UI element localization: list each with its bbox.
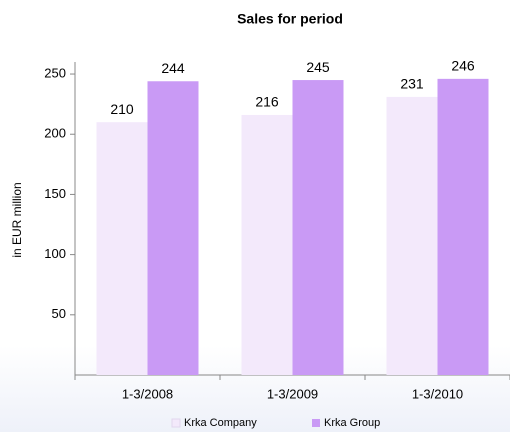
bar [147,81,199,375]
bar [386,96,438,376]
legend-swatch [171,418,181,428]
y-tick-label: 250 [44,65,66,80]
legend-label: Krka Company [184,417,257,429]
value-label: 216 [255,94,279,110]
y-tick-label: 150 [44,186,66,201]
bar [96,122,148,375]
x-tick-label: 1-3/2010 [412,386,463,401]
value-label: 246 [451,58,475,74]
value-label: 210 [110,101,134,117]
x-tick-label: 1-3/2009 [267,386,318,401]
y-tick-label: 100 [44,246,66,261]
value-label: 244 [161,60,185,76]
bar [437,78,489,375]
bar [241,114,293,375]
value-label: 245 [306,59,330,75]
bar [292,80,344,376]
y-tick-label: 50 [52,306,66,321]
chart-title: Sales for period [237,11,343,27]
legend-label: Krka Group [324,417,380,429]
legend-swatch [312,419,320,427]
value-label: 231 [400,76,424,92]
y-axis-label: in EUR million [10,182,24,257]
x-tick-label: 1-3/2008 [122,386,173,401]
y-tick-label: 200 [44,126,66,141]
